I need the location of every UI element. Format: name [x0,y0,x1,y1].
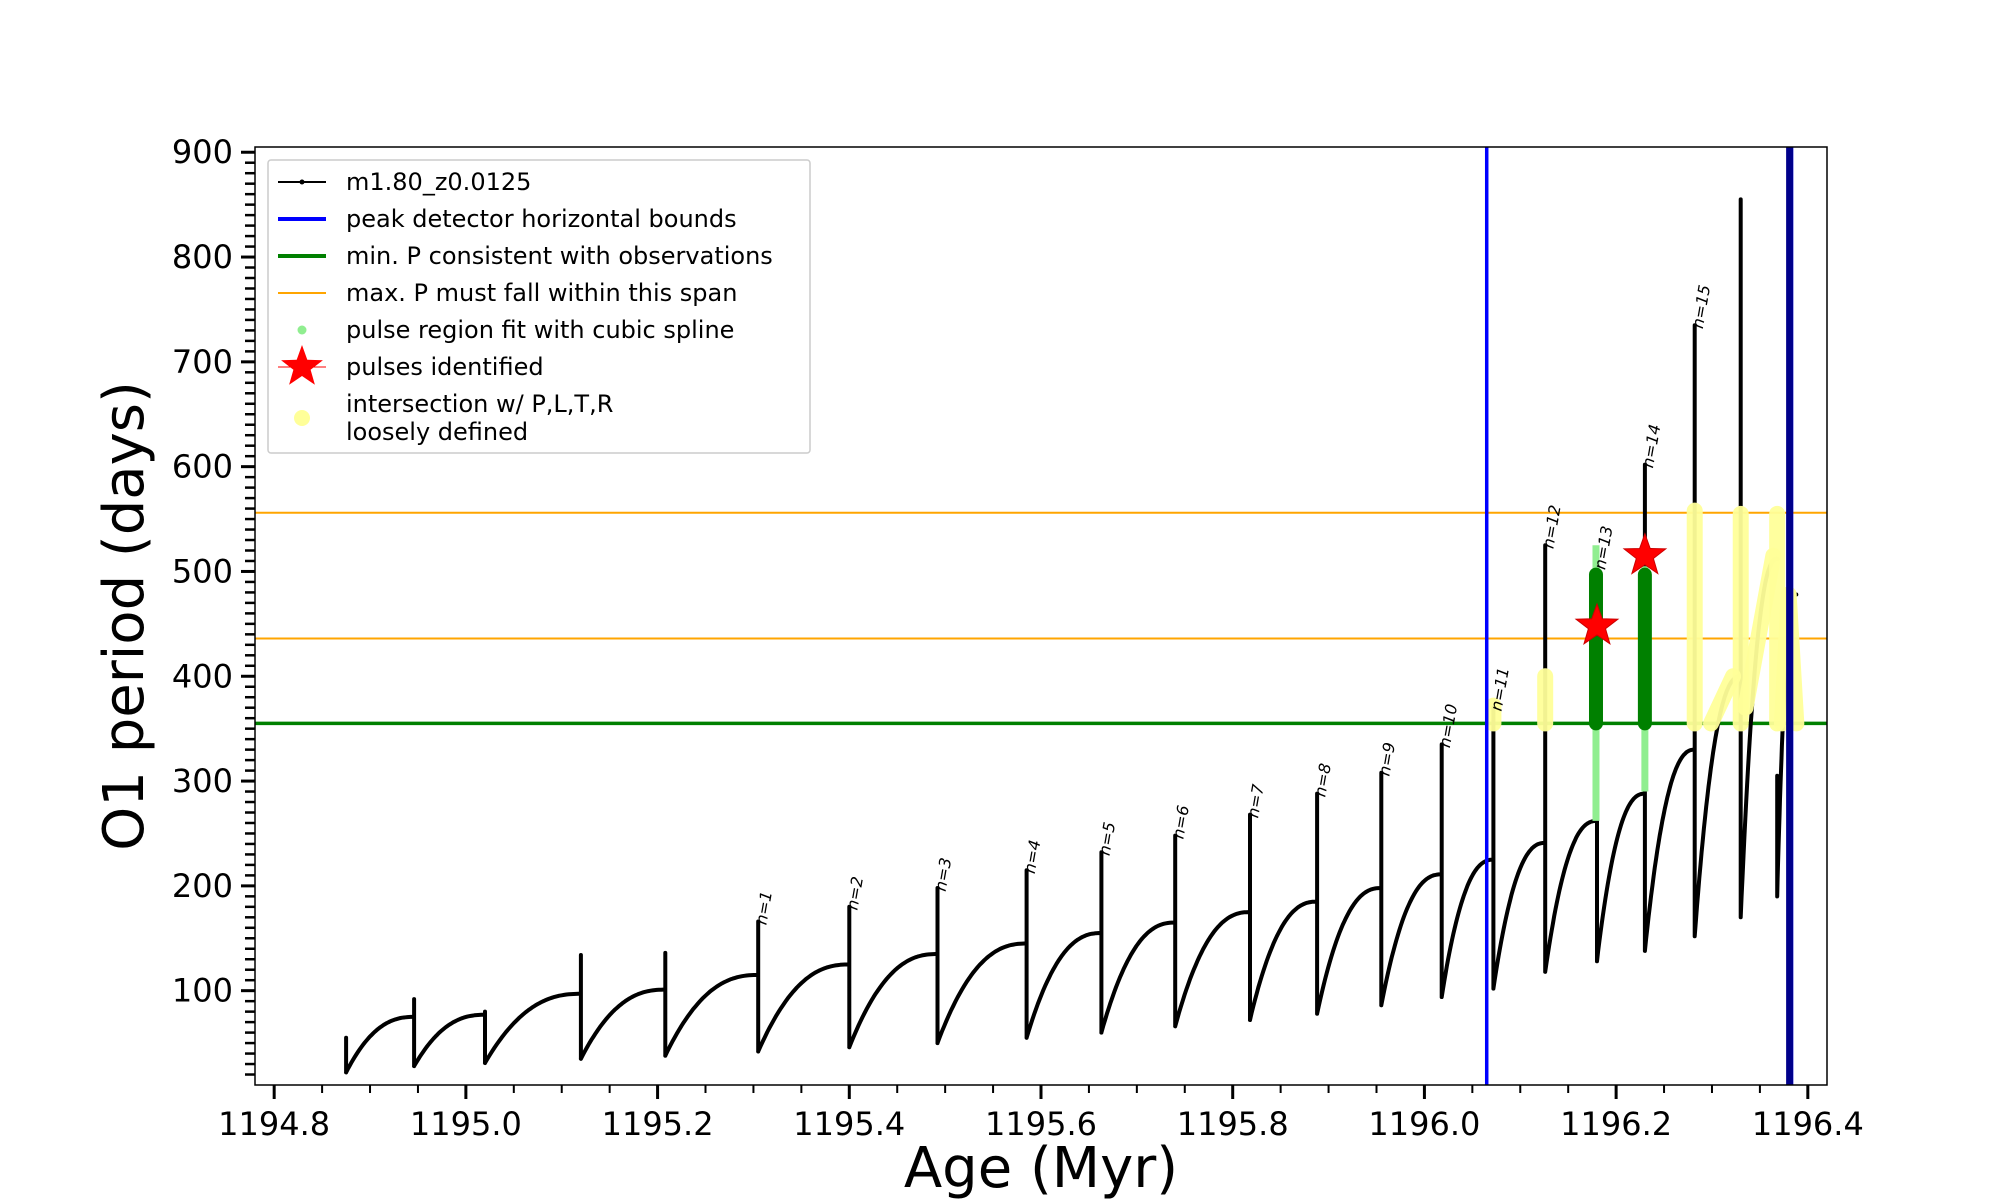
x-tick-label-1: 1195.0 [410,1105,522,1143]
intersection-segment-5 [1703,668,1742,732]
x-tick-label-4: 1195.6 [985,1105,1097,1143]
x-axis-title: Age (Myr) [904,1136,1178,1200]
legend-label-3: max. P must fall within this span [346,279,737,307]
legend-handle-4 [297,325,307,335]
intersection-segment-6 [1737,547,1782,716]
y-tick-label-0: 100 [172,972,233,1010]
y-tick-label-6: 700 [172,343,233,381]
x-tick-label-7: 1196.2 [1560,1105,1672,1143]
y-tick-label-4: 500 [172,552,233,590]
legend-label-0: m1.80_z0.0125 [346,168,531,196]
x-tick-label-5: 1195.8 [1177,1105,1289,1143]
legend-label-4: pulse region fit with cubic spline [346,316,734,344]
x-tick-label-6: 1196.0 [1368,1105,1480,1143]
x-tick-label-3: 1195.4 [793,1105,905,1143]
legend-label-6: intersection w/ P,L,T,R [346,390,613,418]
legend-handle-dot-0 [299,179,305,185]
y-axis-title: O1 period (days) [92,381,157,851]
y-tick-label-2: 300 [172,762,233,800]
x-tick-label-8: 1196.4 [1752,1105,1864,1143]
legend-box [267,159,811,454]
legend-handle-6 [294,410,310,426]
legend-label-2: min. P consistent with observations [346,242,773,270]
pulse-star-0 [1574,602,1620,645]
legend-label-6-line2: loosely defined [346,418,528,446]
x-tick-label-0: 1194.8 [218,1105,330,1143]
x-tick-label-2: 1195.2 [602,1105,714,1143]
legend-label-5: pulses identified [346,353,544,381]
legend-label-1: peak detector horizontal bounds [346,205,737,233]
y-tick-label-7: 800 [172,238,233,276]
y-tick-label-3: 400 [172,657,233,695]
legend-handle-5 [281,345,323,385]
y-tick-label-8: 900 [172,133,233,171]
y-tick-label-5: 600 [172,448,233,486]
pulse-star-1 [1622,532,1668,575]
y-tick-label-1: 200 [172,867,233,905]
